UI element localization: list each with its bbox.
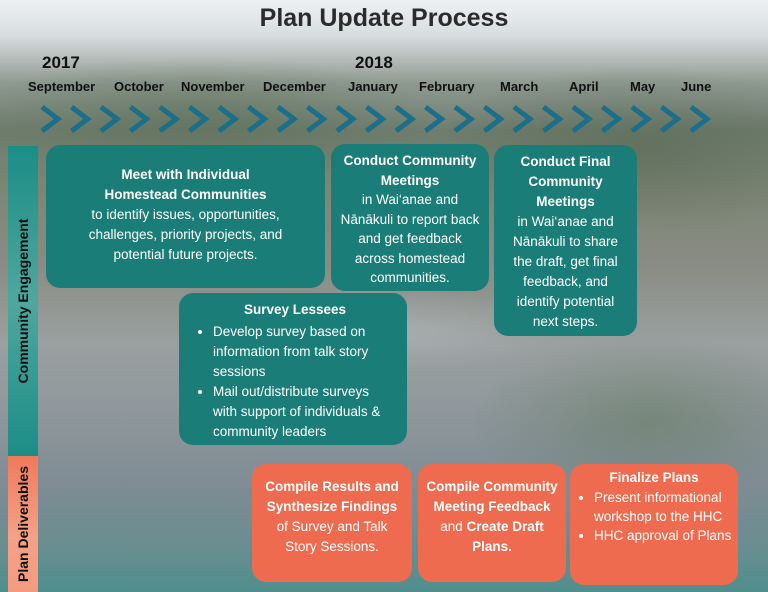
compile-results-bold-line-1: Compile Results and xyxy=(265,479,399,494)
meet-heading-line-2: Homestead Communities xyxy=(104,187,267,202)
month-november: November xyxy=(181,79,245,94)
final-body-line-2: Nānākuli to share xyxy=(512,234,619,249)
chevron-arrow-icon xyxy=(70,105,92,133)
sidebar-plan-deliverables: Plan Deliverables xyxy=(8,456,38,592)
conduct-body-line-5: communities. xyxy=(370,270,450,285)
chevron-arrow-icon xyxy=(512,105,535,133)
month-may: May xyxy=(630,79,656,94)
chevron-arrow-icon xyxy=(424,105,446,133)
chevron-arrow-icon xyxy=(365,105,387,133)
box-finalize-plans: Finalize Plans Present informational wor… xyxy=(570,464,738,585)
compile-feedback-bold-line-4: Plans. xyxy=(472,539,512,554)
meet-body-line-2: challenges, priority projects, and xyxy=(88,227,283,242)
chevron-arrow-icon xyxy=(689,105,712,133)
chevron-arrow-icon xyxy=(660,105,682,133)
conduct-heading-line-2: Meetings xyxy=(380,172,440,188)
chevron-arrow-icon xyxy=(129,105,151,133)
chevron-arrow-icon xyxy=(571,105,594,133)
chevron-arrow-icon xyxy=(542,105,564,133)
compile-feedback-bold-line-1: Compile Community xyxy=(426,479,558,494)
chevron-arrow-icon xyxy=(188,105,210,133)
year-label-2017: 2017 xyxy=(42,53,80,72)
month-september: September xyxy=(28,79,96,94)
box-conduct-final-meetings: Conduct Final Community Meetings in Wai‘… xyxy=(494,145,637,336)
compile-feedback-bold-line-3: Create Draft xyxy=(466,519,544,534)
chevron-arrow-icon xyxy=(276,105,299,133)
box-compile-results: Compile Results and Synthesize Findings … xyxy=(252,464,412,582)
sidebar-community-engagement: Community Engagement xyxy=(8,146,38,456)
final-body-line-6: next steps. xyxy=(532,314,599,329)
survey-heading: Survey Lessees xyxy=(243,302,347,317)
section-label-community-engagement: Community Engagement xyxy=(15,218,31,384)
conduct-body-line-1: in Wai‘anae and xyxy=(361,192,459,207)
meet-body-line-3: potential future projects. xyxy=(113,247,258,262)
final-heading-line-2: Community xyxy=(528,174,603,189)
compile-feedback-and-word: and xyxy=(440,519,463,534)
box-conduct-community-meetings: Conduct Community Meetings in Wai‘anae a… xyxy=(331,144,489,291)
final-heading-line-3: Meetings xyxy=(536,194,595,209)
chevron-arrow-icon xyxy=(453,105,476,133)
month-june: June xyxy=(681,79,712,94)
survey-bullet-2: Mail out/distribute surveys with support… xyxy=(213,382,395,442)
conduct-heading-line-1: Conduct Community xyxy=(343,153,477,168)
box-compile-feedback: Compile Community Meeting Feedback and C… xyxy=(418,464,566,582)
compile-results-bold-line-2: Synthesize Findings xyxy=(266,499,398,514)
final-body-line-4: feedback, and xyxy=(523,274,608,289)
final-heading-line-1: Conduct Final xyxy=(520,154,611,169)
finalize-bullet-2: HHC approval of Plans xyxy=(594,526,732,545)
box-survey-lessees: Survey Lessees Develop survey based on i… xyxy=(179,293,407,445)
compile-results-body-line-2: Story Sessions. xyxy=(285,539,379,554)
month-december: December xyxy=(263,79,326,94)
chevron-arrow-icon xyxy=(601,105,623,133)
month-april: April xyxy=(569,79,599,94)
chevron-arrow-icon xyxy=(99,105,122,133)
finalize-heading: Finalize Plans xyxy=(609,470,699,485)
page-title: Plan Update Process xyxy=(259,4,509,32)
conduct-body-line-3: and get feedback xyxy=(358,231,462,246)
chevron-arrow-icon xyxy=(40,105,63,133)
meet-heading-line-1: Meet with Individual xyxy=(121,167,250,182)
compile-feedback-bold-line-2: Meeting Feedback xyxy=(433,499,551,514)
box-meet-homestead-communities: Meet with Individual Homestead Communiti… xyxy=(46,145,325,288)
chevron-arrow-icon xyxy=(247,105,269,133)
chevron-arrow-icon xyxy=(158,105,181,133)
chevron-arrow-icon xyxy=(630,105,653,133)
survey-bullet-1: Develop survey based on information from… xyxy=(213,322,395,382)
timeline-chevrons xyxy=(40,105,712,133)
chevron-arrow-icon xyxy=(335,105,358,133)
final-body-line-3: the draft, get final xyxy=(513,254,618,269)
chevron-arrow-icon xyxy=(217,105,240,133)
month-january: January xyxy=(348,79,398,94)
conduct-body-line-2: Nānākuli to report back xyxy=(340,211,480,227)
month-october: October xyxy=(114,79,164,94)
final-body-line-5: identify potential xyxy=(516,294,615,309)
finalize-bullet-1: Present informational workshop to the HH… xyxy=(594,488,732,526)
finalize-bullet-list: Present informational workshop to the HH… xyxy=(576,488,732,545)
survey-bullet-list: Develop survey based on information from… xyxy=(195,322,395,442)
month-march: March xyxy=(500,79,539,94)
chevron-arrow-icon xyxy=(483,105,505,133)
compile-results-body-line-1: of Survey and Talk xyxy=(276,519,388,534)
year-label-2018: 2018 xyxy=(355,53,393,72)
chevron-arrow-icon xyxy=(394,105,417,133)
section-label-plan-deliverables: Plan Deliverables xyxy=(15,466,31,582)
conduct-body-line-4: across homestead xyxy=(354,250,466,266)
month-february: February xyxy=(419,79,475,94)
final-body-line-1: in Wai‘anae and xyxy=(517,214,614,229)
chevron-arrow-icon xyxy=(306,105,328,133)
meet-body-line-1: to identify issues, opportunities, xyxy=(91,207,280,222)
